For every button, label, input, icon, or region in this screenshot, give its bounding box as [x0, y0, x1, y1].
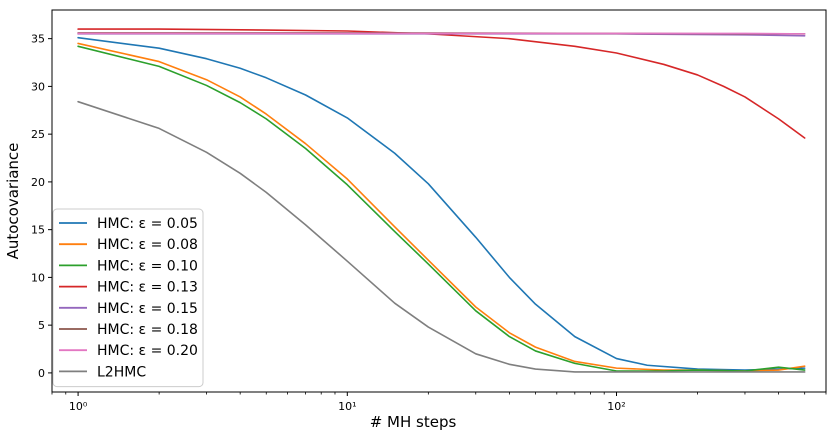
y-tick-label-15: 15 — [31, 224, 45, 237]
series-line-2 — [77, 45, 806, 372]
series-line-7 — [77, 100, 806, 373]
series-line-0 — [77, 36, 806, 371]
legend-box — [52, 208, 204, 388]
legend-entry-0: HMC: ε = 0.05 — [97, 216, 198, 232]
y-tick-label-0: 0 — [38, 367, 45, 380]
legend: HMC: ε = 0.05 HMC: ε = 0.08 HMC: ε = 0.10 H… — [52, 208, 204, 388]
series-line-3 — [77, 28, 806, 139]
series-layer — [77, 28, 806, 373]
y-axis-label: Autocovariance — [4, 143, 22, 260]
x-axis-label: # MH steps — [370, 413, 457, 431]
y-tick-label-5: 5 — [38, 319, 45, 332]
legend-entry-1: HMC: ε = 0.08 — [97, 237, 198, 253]
y-tick-label-30: 30 — [31, 80, 45, 93]
x-tick-label-100: 10² — [607, 400, 625, 413]
legend-entry-4: HMC: ε = 0.15 — [97, 301, 198, 317]
legend-entry-5: HMC: ε = 0.18 — [97, 322, 198, 338]
legend-entry-7: L2HMC — [97, 364, 146, 380]
y-tick-label-35: 35 — [31, 33, 45, 46]
y-tick-label-10: 10 — [31, 271, 45, 284]
plot-frame — [51, 9, 827, 393]
legend-entry-6: HMC: ε = 0.20 — [97, 343, 198, 359]
axes-layer: 0 5 10 15 20 25 30 35 10⁰ 10¹ 10² # MH steps Autocov… — [4, 9, 827, 431]
y-tick-label-25: 25 — [31, 128, 45, 141]
x-tick-label-10: 10¹ — [338, 400, 356, 413]
legend-entry-3: HMC: ε = 0.13 — [97, 280, 198, 296]
legend-entry-2: HMC: ε = 0.10 — [97, 258, 198, 274]
y-tick-label-20: 20 — [31, 176, 45, 189]
x-tick-label-1: 10⁰ — [69, 400, 88, 413]
